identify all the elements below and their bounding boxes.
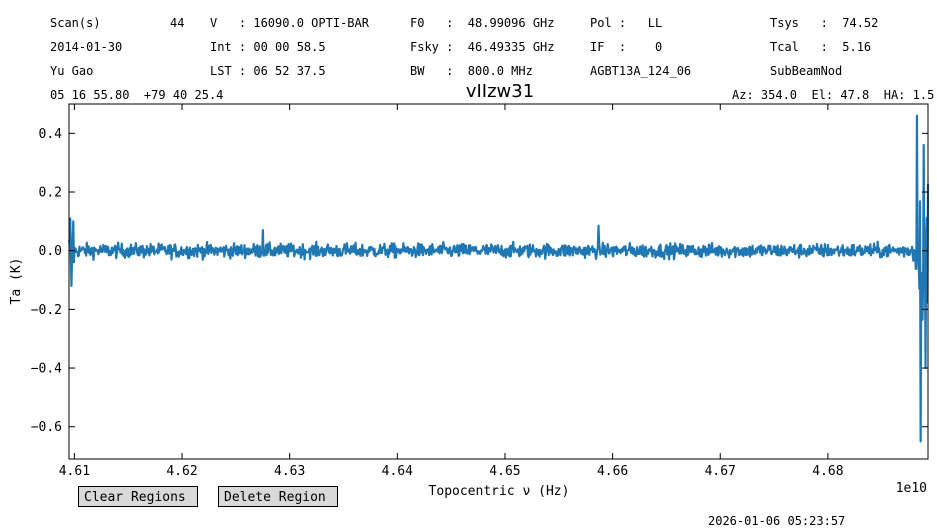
spectrum-line (67, 114, 930, 443)
delete-region-button[interactable]: Delete Region (218, 486, 338, 507)
y-tick-label: 0.0 (39, 244, 62, 259)
x-tick-label: 4.65 (489, 464, 520, 479)
x-tick-label: 4.61 (59, 464, 90, 479)
timestamp: 2026-01-06 05:23:57 (708, 514, 846, 528)
y-tick-label: −0.4 (31, 362, 62, 377)
plot-frame (68, 103, 929, 460)
x-axis-label: Topocentric ν (Hz) (429, 484, 570, 499)
header-tsys: Tsys : 74.52 (770, 16, 879, 30)
header-fsky: Fsky : 46.49335 GHz (410, 40, 555, 54)
x-tick-label: 4.66 (597, 464, 628, 479)
y-tick-label: −0.2 (31, 303, 62, 318)
clear-regions-button[interactable]: Clear Regions (78, 486, 198, 507)
header-f0: F0 : 48.99096 GHz (410, 16, 555, 30)
x-tick-label: 4.64 (382, 464, 413, 479)
x-tick-label: 4.68 (812, 464, 843, 479)
y-axis-label: Ta (K) (9, 258, 24, 305)
header-tcal: Tcal : 5.16 (770, 40, 872, 54)
y-tick-label: 0.2 (39, 186, 62, 201)
header-date: 2014-01-30 (50, 40, 123, 54)
header-bw: BW : 800.0 MHz (410, 64, 533, 78)
header-scan-label: Scan(s) (50, 16, 101, 30)
header-procedure: SubBeamNod (770, 64, 843, 78)
header-scan-number: 44 (170, 16, 185, 30)
y-tick-label: 0.4 (39, 127, 63, 142)
header-az-el-ha: Az: 354.0 El: 47.8 HA: 1.5 (732, 88, 935, 102)
x-tick-label: 4.63 (274, 464, 305, 479)
header-velocity: V : 16090.0 OPTI-BAR (210, 16, 369, 30)
y-tick-label: −0.6 (31, 420, 62, 435)
header-lst: LST : 06 52 37.5 (210, 64, 326, 78)
chart-title: vIIzw31 (465, 81, 535, 102)
header-pol: Pol : LL (590, 16, 663, 30)
header-integration: Int : 00 00 58.5 (210, 40, 326, 54)
x-tick-label: 4.67 (705, 464, 736, 479)
header-observer: Yu Gao (50, 64, 94, 78)
header-project: AGBT13A_124_06 (590, 64, 692, 78)
x-tick-label: 4.62 (166, 464, 197, 479)
header-if: IF : 0 (590, 40, 663, 54)
x-offset-label: 1e10 (896, 481, 927, 496)
header-coordinates: 05 16 55.80 +79 40 25.4 (50, 88, 224, 102)
